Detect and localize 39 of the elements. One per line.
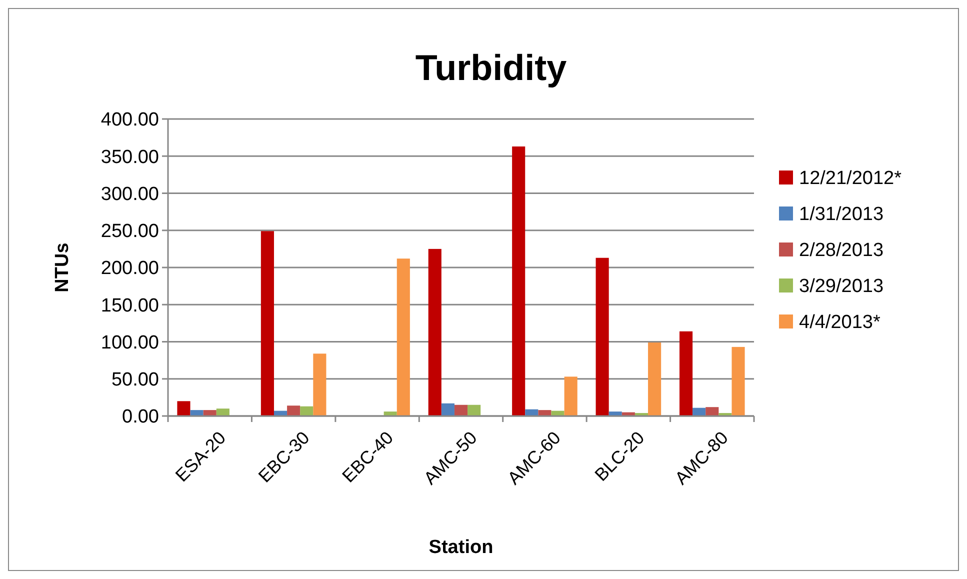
- y-tick-label: 50.00: [111, 370, 159, 391]
- bar: [428, 248, 442, 416]
- legend-label: 3/29/2013: [799, 276, 884, 298]
- y-tick-label: 100.00: [100, 332, 159, 354]
- x-axis-title: Station: [428, 537, 494, 558]
- bar: [260, 231, 274, 416]
- bar: [692, 408, 706, 416]
- y-tick-label: 200.00: [100, 258, 159, 280]
- bar: [203, 410, 216, 416]
- y-tick-label: 350.00: [100, 146, 159, 168]
- bar: [732, 346, 745, 416]
- bar: [564, 376, 578, 416]
- legend-label: 2/28/2013: [799, 240, 884, 262]
- bar: [679, 331, 693, 416]
- bar: [441, 403, 454, 416]
- legend-label: 12/21/2012*: [799, 168, 902, 190]
- bar: [468, 404, 481, 416]
- y-tick-label: 150.00: [100, 295, 159, 316]
- chart-title: Turbidity: [415, 47, 567, 88]
- legend-label: 4/4/2013*: [799, 312, 881, 334]
- bar: [454, 404, 468, 416]
- bar: [300, 406, 314, 416]
- bar: [648, 342, 662, 416]
- bar: [396, 258, 410, 416]
- bar: [190, 410, 204, 416]
- legend-label: 1/31/2013: [799, 204, 884, 226]
- bar: [177, 401, 190, 416]
- bar: [216, 408, 230, 416]
- bar: [287, 406, 300, 416]
- y-axis-title: NTUs: [52, 242, 73, 292]
- bar: [706, 407, 719, 416]
- y-tick-label: 0.00: [122, 406, 159, 428]
- y-tick-label: 250.00: [100, 221, 159, 242]
- bar: [596, 258, 609, 416]
- bar: [313, 354, 326, 416]
- bar: [538, 410, 552, 416]
- y-tick-label: 400.00: [100, 110, 159, 131]
- y-tick-label: 300.00: [100, 184, 159, 205]
- bar: [512, 146, 526, 416]
